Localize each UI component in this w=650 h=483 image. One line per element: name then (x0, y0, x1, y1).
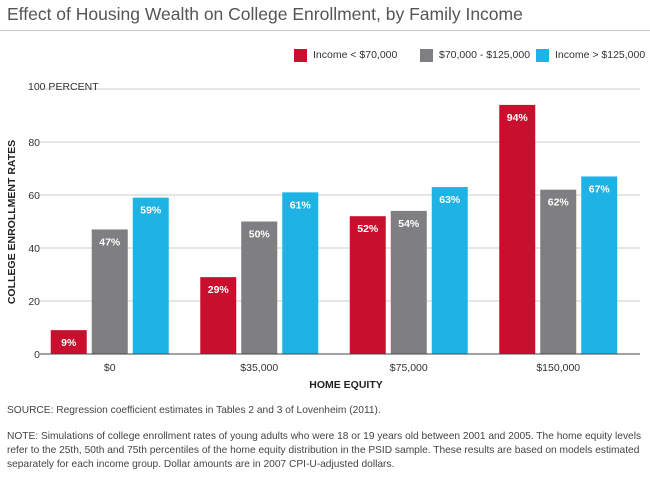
legend-label-high-income: Income > $125,000 (555, 49, 646, 61)
y-tick-labels: 0 20 40 60 80 100 PERCENT (28, 81, 99, 361)
bar (349, 216, 386, 354)
legend-label-low-income: Income < $70,000 (313, 49, 398, 61)
bar-value-label: 47% (99, 236, 121, 248)
bar-value-label: 94% (507, 112, 529, 124)
x-tick-label: $35,000 (240, 362, 278, 374)
bar-value-label: 29% (208, 284, 230, 296)
bar-value-label: 59% (140, 205, 162, 217)
legend-item-mid-income: $70,000 - $125,000 (420, 47, 530, 63)
y-tick-label: 80 (28, 137, 40, 149)
bar (50, 330, 87, 354)
bar (282, 192, 319, 354)
y-tick-label: 0 (34, 349, 40, 361)
legend-swatch-low-income (294, 48, 307, 62)
bar-value-label: 61% (290, 199, 312, 211)
x-tick-label: $75,000 (390, 362, 428, 374)
y-tick-label: 60 (28, 190, 40, 202)
title-divider (0, 30, 650, 31)
x-tick-labels: $0 $35,000 $75,000 $150,000 (104, 362, 580, 374)
bar-value-label: 54% (398, 218, 420, 230)
bar-value-label: 52% (357, 223, 379, 235)
x-tick-label: $0 (104, 362, 116, 374)
bar-value-label: 67% (589, 183, 611, 195)
legend-label-mid-income: $70,000 - $125,000 (439, 49, 531, 61)
bar-value-label: 9% (61, 337, 77, 349)
bar (499, 104, 536, 355)
legend-swatch-mid-income (420, 48, 433, 62)
x-tick-label: $150,000 (536, 362, 580, 374)
bar (91, 229, 128, 354)
x-axis-label: HOME EQUITY (309, 379, 383, 391)
data-labels: 9% 47% 59% 29% 50% 61% 52% 54% 63% 94% 62% 67% (61, 112, 610, 349)
bar (241, 221, 278, 354)
y-tick-label: 20 (28, 296, 40, 308)
y-tick-label: 100 PERCENT (28, 81, 99, 93)
bar-value-label: 62% (548, 197, 570, 209)
legend-item-low-income: Income < $70,000 (294, 47, 397, 63)
bar-value-label: 50% (249, 229, 271, 241)
legend-swatch-high-income (536, 48, 549, 62)
bars (50, 104, 618, 355)
bar (132, 197, 169, 354)
legend-item-high-income: Income > $125,000 (536, 47, 645, 63)
y-tick-label: 40 (28, 243, 40, 255)
bar (581, 176, 618, 354)
bar-value-label: 63% (439, 194, 461, 206)
chart-title: Effect of Housing Wealth on College Enro… (7, 4, 523, 24)
bar (431, 187, 468, 354)
y-axis-label: COLLEGE ENROLLMENT RATES (6, 140, 18, 304)
bar (540, 189, 577, 354)
source-note: SOURCE: Regression coefficient estimates… (7, 405, 381, 416)
bar (390, 210, 427, 354)
methodology-note: NOTE: Simulations of college enrollment … (7, 431, 642, 470)
bar (200, 277, 237, 354)
bar-chart: 0 20 40 60 80 100 PERCENT 9% 47% 59% 29% 50% 61% 52… (6, 81, 640, 391)
